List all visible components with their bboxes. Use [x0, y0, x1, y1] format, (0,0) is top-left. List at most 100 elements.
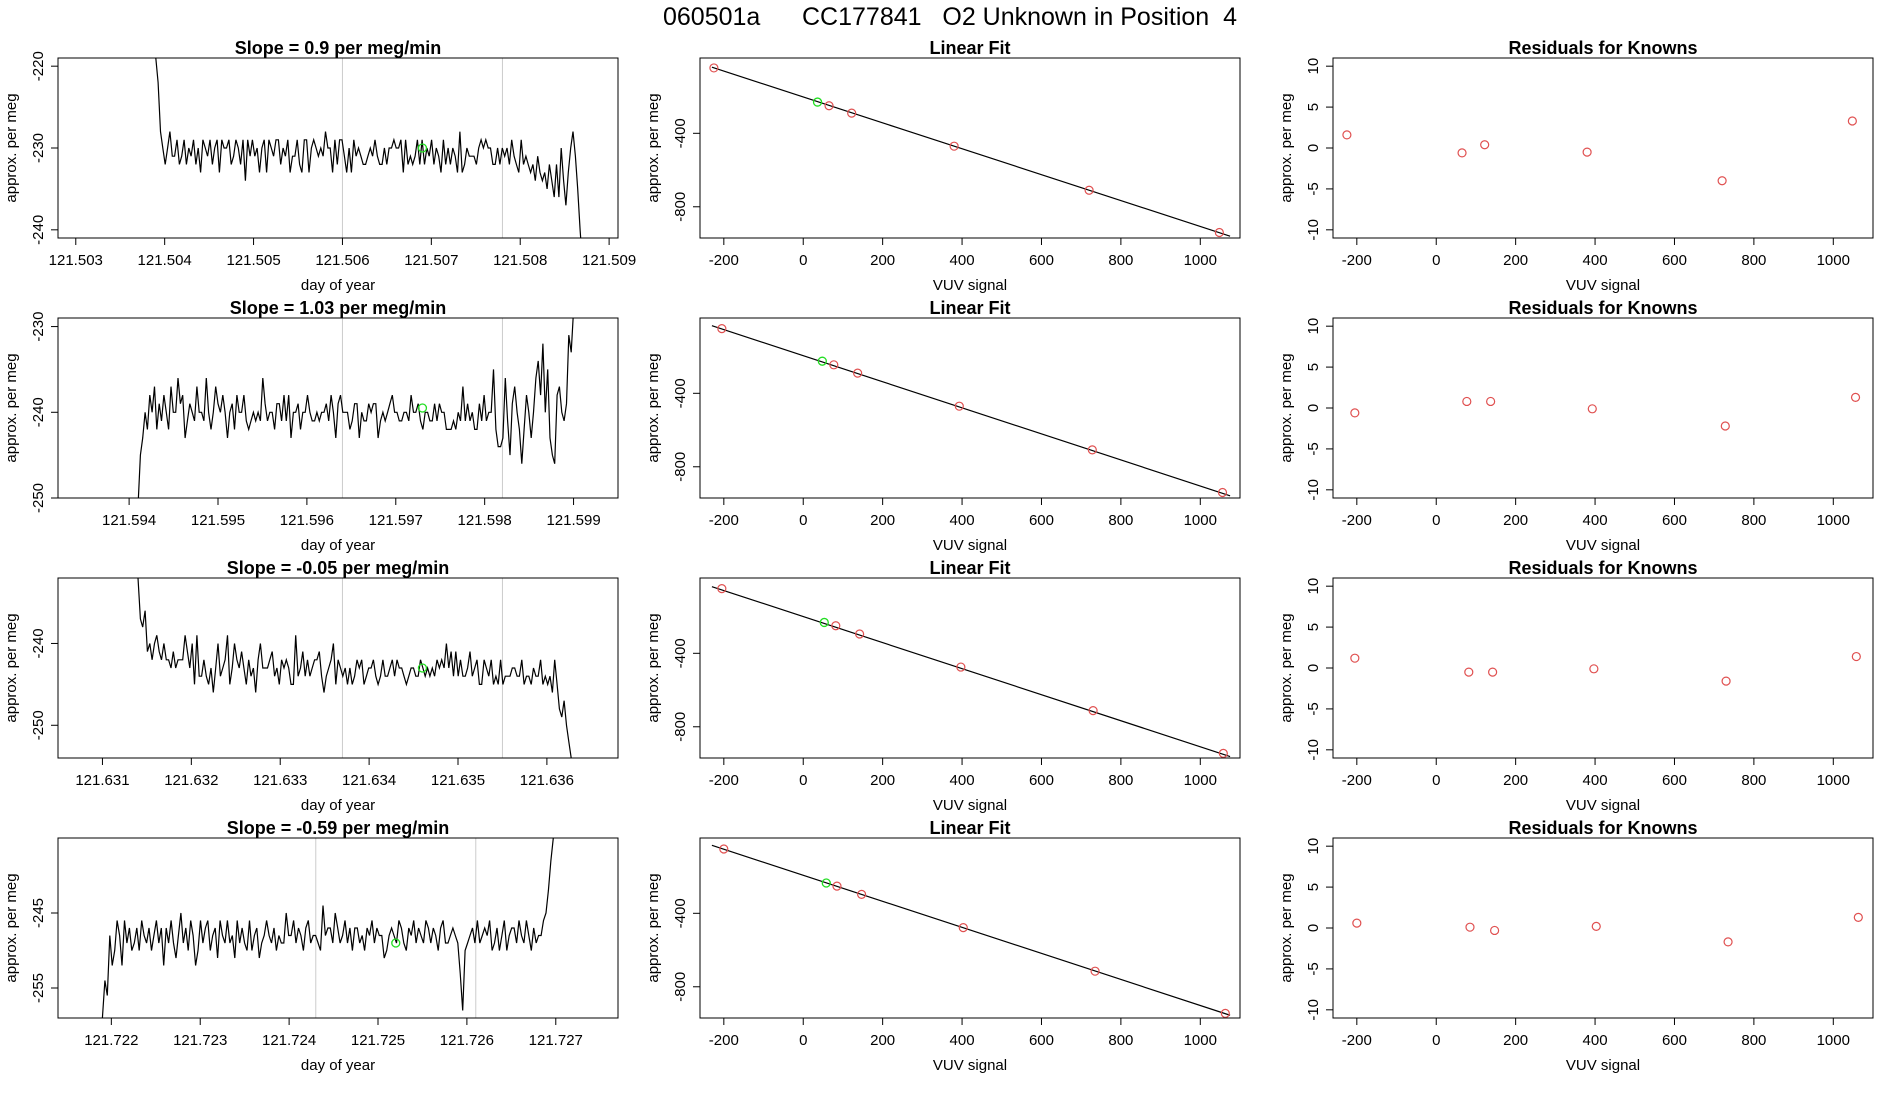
y-axis-label: approx. per meg	[645, 93, 662, 202]
y-tick-label: 5	[1305, 623, 1322, 631]
x-tick-label: 400	[950, 772, 975, 789]
x-tick-label: 400	[950, 512, 975, 529]
x-tick-label: 400	[1583, 512, 1608, 529]
x-tick-label: 1000	[1817, 512, 1850, 529]
x-tick-label: 121.723	[173, 1032, 227, 1049]
data-point	[1721, 676, 1731, 686]
data-point	[1218, 748, 1228, 758]
x-tick-label: 121.596	[280, 512, 334, 529]
y-tick-label: -240	[30, 397, 47, 427]
x-tick-label: 121.632	[164, 772, 218, 789]
x-tick-label: -200	[709, 772, 739, 789]
x-tick-label: -200	[709, 1032, 739, 1049]
y-axis-label: approx. per meg	[3, 353, 20, 462]
data-point	[1342, 130, 1352, 140]
y-tick-label: -240	[30, 628, 47, 658]
data-point	[824, 101, 834, 111]
plot-area	[1350, 392, 1861, 431]
y-tick-label: 0	[1305, 664, 1322, 672]
chart-panel-10: Slope = -0.59 per meg/min day of year appr…	[3, 818, 619, 1074]
series-line	[137, 578, 572, 758]
chart-title: Residuals for Knowns	[1508, 558, 1697, 578]
x-tick-label: 0	[799, 252, 807, 269]
y-tick-label: -5	[1305, 962, 1322, 975]
x-tick-label: 1000	[1817, 1032, 1850, 1049]
chart-title: Linear Fit	[929, 558, 1010, 578]
data-point	[717, 584, 727, 594]
y-tick-label: 0	[1305, 404, 1322, 412]
x-tick-label: 121.633	[253, 772, 307, 789]
data-point	[1582, 147, 1592, 157]
x-tick-label: 200	[870, 252, 895, 269]
plot-frame	[699, 57, 1241, 239]
x-tick-label: 121.726	[440, 1032, 494, 1049]
data-point	[1488, 667, 1498, 677]
plot-area	[711, 324, 1231, 498]
y-tick-label: -400	[672, 118, 689, 148]
fit-line	[711, 325, 1231, 497]
plot-frame	[57, 317, 619, 499]
data-point	[1350, 408, 1360, 418]
y-tick-label: 5	[1305, 363, 1322, 371]
x-tick-label: 121.504	[138, 252, 192, 269]
x-axis-label: day of year	[301, 797, 375, 814]
chart-panel-9: Residuals for Knowns VUV signal approx. pe…	[1278, 558, 1874, 814]
x-tick-label: 600	[1029, 1032, 1054, 1049]
x-tick-label: 121.508	[493, 252, 547, 269]
data-point	[956, 662, 966, 672]
x-axis-label: day of year	[301, 537, 375, 554]
chart-title: Residuals for Knowns	[1508, 38, 1697, 58]
x-tick-label: 121.506	[315, 252, 369, 269]
x-tick-label: 1000	[1184, 772, 1217, 789]
data-point	[1480, 140, 1490, 150]
x-axis-label: VUV signal	[933, 797, 1007, 814]
y-tick-label: 0	[1305, 924, 1322, 932]
fit-line	[711, 844, 1231, 1016]
x-tick-label: 800	[1108, 252, 1133, 269]
unknown-point	[812, 97, 823, 107]
x-tick-label: 0	[1432, 252, 1440, 269]
y-axis-label: approx. per meg	[1278, 353, 1295, 462]
x-tick-label: 800	[1741, 252, 1766, 269]
data-point	[954, 401, 964, 411]
x-tick-label: 0	[799, 512, 807, 529]
chart-panel-2: Linear Fit VUV signal approx. per meg -200 0…	[645, 38, 1241, 294]
chart-title: Slope = 0.9 per meg/min	[235, 38, 442, 58]
data-point	[1717, 176, 1727, 186]
y-tick-label: 10	[1305, 318, 1322, 335]
y-tick-label: -230	[30, 133, 47, 163]
x-tick-label: 800	[1108, 512, 1133, 529]
series-line	[137, 318, 574, 498]
x-tick-label: -200	[709, 252, 739, 269]
data-point	[958, 923, 968, 933]
plot-frame	[699, 317, 1241, 499]
x-tick-label: 121.597	[369, 512, 423, 529]
y-tick-label: -10	[1305, 739, 1322, 761]
x-tick-label: 1000	[1184, 512, 1217, 529]
data-point	[1350, 653, 1360, 663]
x-tick-label: 600	[1029, 772, 1054, 789]
plot-frame	[57, 57, 619, 239]
plot-frame	[1332, 317, 1874, 499]
x-axis-label: day of year	[301, 277, 375, 294]
y-tick-label: 10	[1305, 58, 1322, 75]
y-tick-label: -5	[1305, 442, 1322, 455]
y-tick-label: -240	[30, 215, 47, 245]
data-point	[857, 889, 867, 899]
x-tick-label: 121.503	[49, 252, 103, 269]
plot-area	[101, 838, 554, 1018]
data-point	[717, 324, 727, 334]
unknown-point	[817, 356, 827, 366]
data-point	[1723, 937, 1733, 947]
x-axis-label: day of year	[301, 1057, 375, 1074]
y-tick-label: -220	[30, 51, 47, 81]
x-tick-label: 121.724	[262, 1032, 316, 1049]
x-tick-label: 800	[1741, 772, 1766, 789]
page-title: 060501a CC177841 O2 Unknown in Position …	[663, 3, 1237, 31]
x-tick-label: 1000	[1184, 252, 1217, 269]
x-tick-label: 121.722	[84, 1032, 138, 1049]
plot-area	[709, 63, 1231, 238]
x-tick-label: 200	[1503, 772, 1528, 789]
y-tick-label: -10	[1305, 219, 1322, 241]
